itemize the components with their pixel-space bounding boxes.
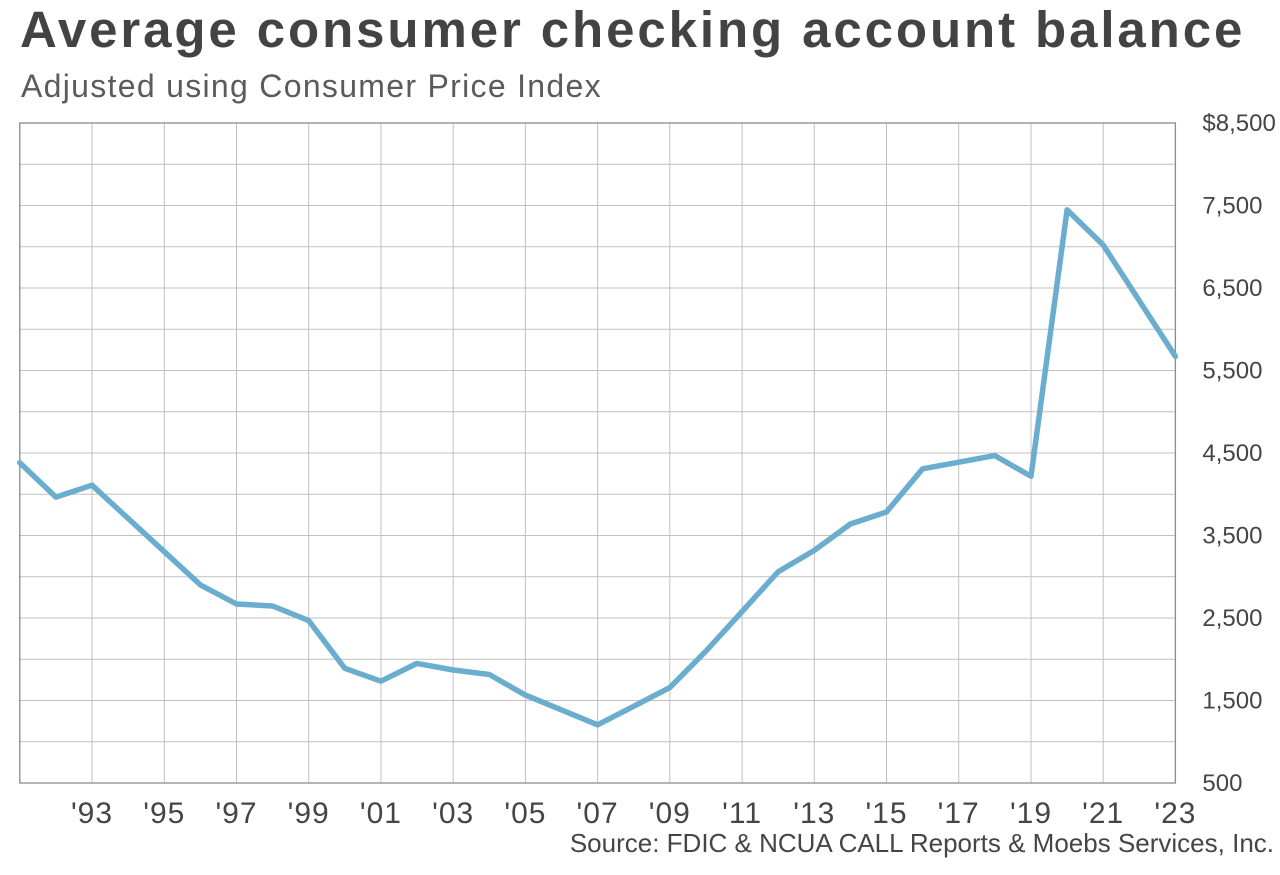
svg-text:'19: '19 (1010, 797, 1052, 830)
svg-text:500: 500 (1202, 770, 1242, 797)
svg-text:'13: '13 (793, 797, 835, 830)
svg-text:'23: '23 (1154, 797, 1196, 830)
svg-text:6,500: 6,500 (1202, 275, 1262, 302)
svg-text:'03: '03 (432, 797, 474, 830)
svg-text:5,500: 5,500 (1202, 358, 1262, 385)
svg-text:'93: '93 (71, 797, 113, 830)
svg-text:'95: '95 (143, 797, 185, 830)
svg-text:$8,500: $8,500 (1202, 110, 1275, 137)
svg-text:'09: '09 (649, 797, 691, 830)
svg-text:'07: '07 (577, 797, 619, 830)
svg-text:7,500: 7,500 (1202, 193, 1262, 220)
svg-text:'97: '97 (215, 797, 257, 830)
svg-text:3,500: 3,500 (1202, 523, 1262, 550)
svg-text:'01: '01 (360, 797, 402, 830)
svg-text:'11: '11 (722, 797, 762, 830)
svg-text:1,500: 1,500 (1202, 688, 1262, 715)
svg-text:2,500: 2,500 (1202, 605, 1262, 632)
svg-text:'17: '17 (938, 797, 980, 830)
svg-text:4,500: 4,500 (1202, 440, 1262, 467)
svg-text:'05: '05 (504, 797, 546, 830)
svg-text:'99: '99 (288, 797, 330, 830)
svg-text:'21: '21 (1082, 797, 1124, 830)
svg-text:'15: '15 (865, 797, 907, 830)
